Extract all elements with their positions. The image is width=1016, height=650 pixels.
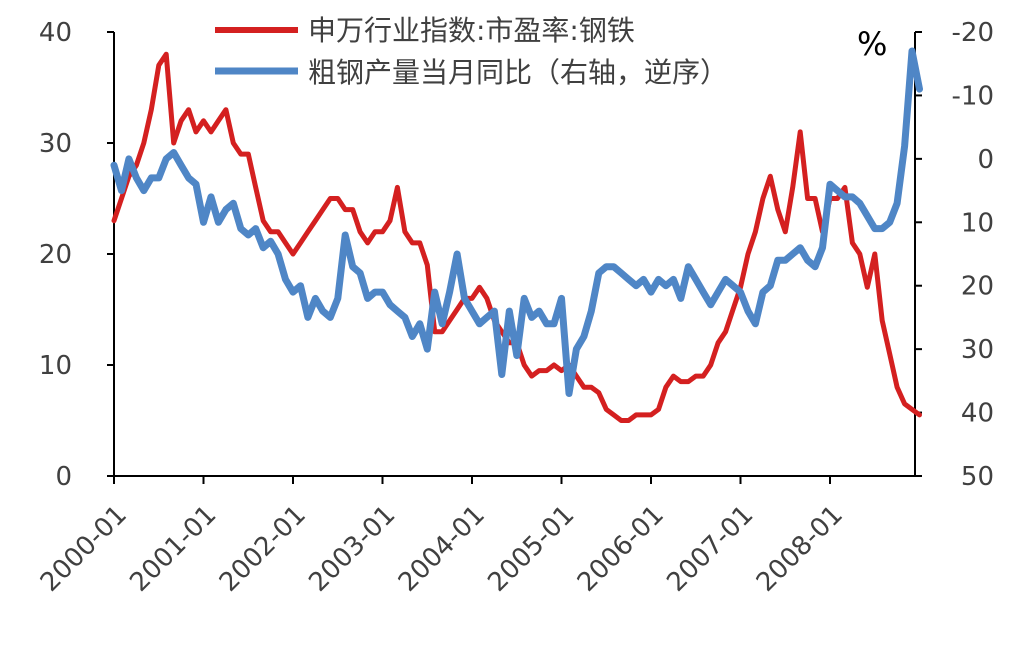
legend: 申万行业指数:市盈率:钢铁 粗钢产量当月同比（右轴，逆序） xyxy=(215,14,728,89)
left-tick-label: 20 xyxy=(39,240,72,270)
x-tick-label: 2004-01 xyxy=(393,500,491,598)
x-tick-label: 2008-01 xyxy=(751,500,849,598)
right-tick-label: -10 xyxy=(952,81,994,111)
legend-label-steel: 粗钢产量当月同比（右轴，逆序） xyxy=(308,56,728,89)
x-tick-label: 2007-01 xyxy=(661,500,759,598)
x-tick-label: 2003-01 xyxy=(303,500,401,598)
right-axis-unit-label: % xyxy=(857,25,887,63)
left-tick-label: 30 xyxy=(39,129,72,159)
right-tick-label: 30 xyxy=(961,335,994,365)
right-tick-label: 10 xyxy=(961,208,994,238)
x-tick-label: 2000-01 xyxy=(35,500,133,598)
left-tick-label: 10 xyxy=(39,351,72,381)
axes: 0 10 20 30 40 -20 -10 0 10 20 30 40 50 2000-012001-01… xyxy=(35,18,994,598)
right-tick-label: 20 xyxy=(961,272,994,302)
right-tick-label: -20 xyxy=(952,18,994,48)
x-tick-label: 2006-01 xyxy=(572,500,670,598)
x-tick-label: 2002-01 xyxy=(214,500,312,598)
legend-label-pe: 申万行业指数:市盈率:钢铁 xyxy=(308,14,635,47)
left-tick-label: 40 xyxy=(39,18,72,48)
series-layer xyxy=(110,47,923,423)
series-line-steel-output-yoy xyxy=(110,47,923,397)
right-tick-label: 50 xyxy=(961,462,994,492)
left-tick-label: 0 xyxy=(55,462,72,492)
series-line-steel-pe xyxy=(111,51,922,423)
x-tick-label: 2001-01 xyxy=(124,500,222,598)
right-tick-label: 0 xyxy=(977,145,994,175)
x-tick-label: 2005-01 xyxy=(482,500,580,598)
right-tick-label: 40 xyxy=(961,399,994,429)
